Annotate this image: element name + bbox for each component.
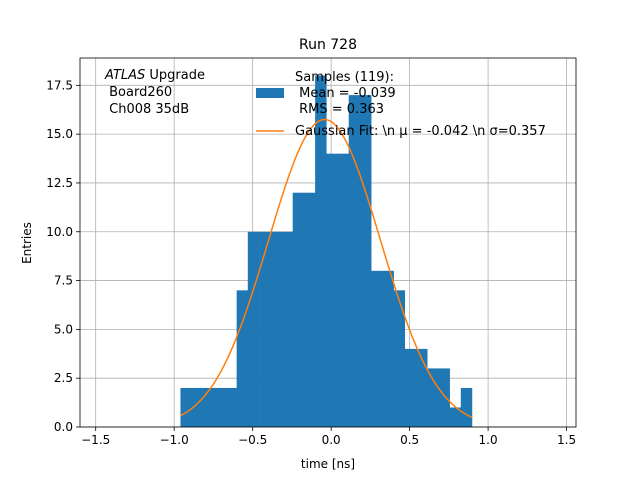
y-tick-label: 0.0 xyxy=(54,420,73,434)
x-tick-label: 1.0 xyxy=(479,433,498,447)
y-tick-label: 5.0 xyxy=(54,322,73,336)
annotation-line-3: Ch008 35dB xyxy=(105,102,189,117)
histogram-bar xyxy=(225,387,237,427)
legend-samples-line-1: Samples (119): xyxy=(295,70,394,85)
histogram-bar xyxy=(415,348,428,427)
legend-samples-swatch xyxy=(256,88,284,98)
histogram-bar xyxy=(326,153,338,427)
y-tick-label: 10.0 xyxy=(46,225,73,239)
x-tick-label: 0.0 xyxy=(322,433,341,447)
histogram-bar xyxy=(382,270,394,427)
histogram-bar xyxy=(337,153,350,427)
annotation-line-1: ATLAS Upgrade xyxy=(104,68,205,83)
histogram-bar xyxy=(460,387,473,427)
y-tick-label: 2.5 xyxy=(54,371,73,385)
x-tick-label: 1.5 xyxy=(557,433,576,447)
annotation-line-2: Board260 xyxy=(105,85,172,100)
legend-samples-line-3: RMS = 0.363 xyxy=(295,102,384,117)
x-tick-label: −1.5 xyxy=(81,433,110,447)
histogram-bar xyxy=(404,348,417,427)
x-tick-label: −1.0 xyxy=(160,433,189,447)
y-tick-label: 15.0 xyxy=(46,127,73,141)
histogram-bar xyxy=(438,368,450,427)
legend-fit-label: Gaussian Fit: \n μ = -0.042 \n σ=0.357 xyxy=(295,124,546,139)
histogram-bar xyxy=(191,387,204,427)
y-axis-label: Entries xyxy=(20,222,34,264)
y-tick-label: 7.5 xyxy=(54,274,73,288)
y-tick-label: 12.5 xyxy=(46,176,73,190)
y-tick-label: 17.5 xyxy=(46,78,73,92)
annotation-atlas: ATLAS xyxy=(104,68,145,83)
x-axis-label: time [ns] xyxy=(301,457,355,471)
histogram-bar xyxy=(393,290,406,427)
histogram-bar xyxy=(281,231,293,427)
gaussian-fit-curve xyxy=(180,118,473,419)
x-tick-label: −0.5 xyxy=(238,433,267,447)
histogram-bar xyxy=(247,231,260,427)
histogram-bar xyxy=(348,95,361,427)
histogram-bars xyxy=(180,75,473,428)
histogram-bar xyxy=(371,270,383,427)
histogram-bar xyxy=(259,231,271,427)
axes-frame xyxy=(79,57,577,428)
histogram-bar xyxy=(427,368,439,427)
legend-samples-line-2: Mean = -0.039 xyxy=(295,86,396,101)
histogram-bar xyxy=(180,387,193,427)
histogram-bar xyxy=(236,290,249,427)
x-tick-label: 0.5 xyxy=(400,433,419,447)
histogram-bar xyxy=(303,192,316,427)
histogram-bar xyxy=(214,387,226,427)
annotation-upgrade: Upgrade xyxy=(145,68,205,83)
histogram-bar xyxy=(202,387,215,427)
histogram-bar xyxy=(359,95,372,427)
legend: Samples (119): Mean = -0.039 RMS = 0.363… xyxy=(256,70,546,139)
y-ticks: 0.0 2.5 5.0 7.5 10.0 12.5 15.0 17.5 xyxy=(46,78,80,434)
histogram-bar xyxy=(315,75,327,428)
histogram-bar xyxy=(270,231,282,427)
atlas-annotation: ATLAS Upgrade Board260 Ch008 35dB xyxy=(104,68,205,117)
x-ticks: −1.5 −1.0 −0.5 0.0 0.5 1.0 1.5 xyxy=(81,427,576,447)
histogram-bar xyxy=(449,407,462,427)
chart-title: Run 728 xyxy=(299,37,357,53)
histogram-bar xyxy=(292,192,305,427)
